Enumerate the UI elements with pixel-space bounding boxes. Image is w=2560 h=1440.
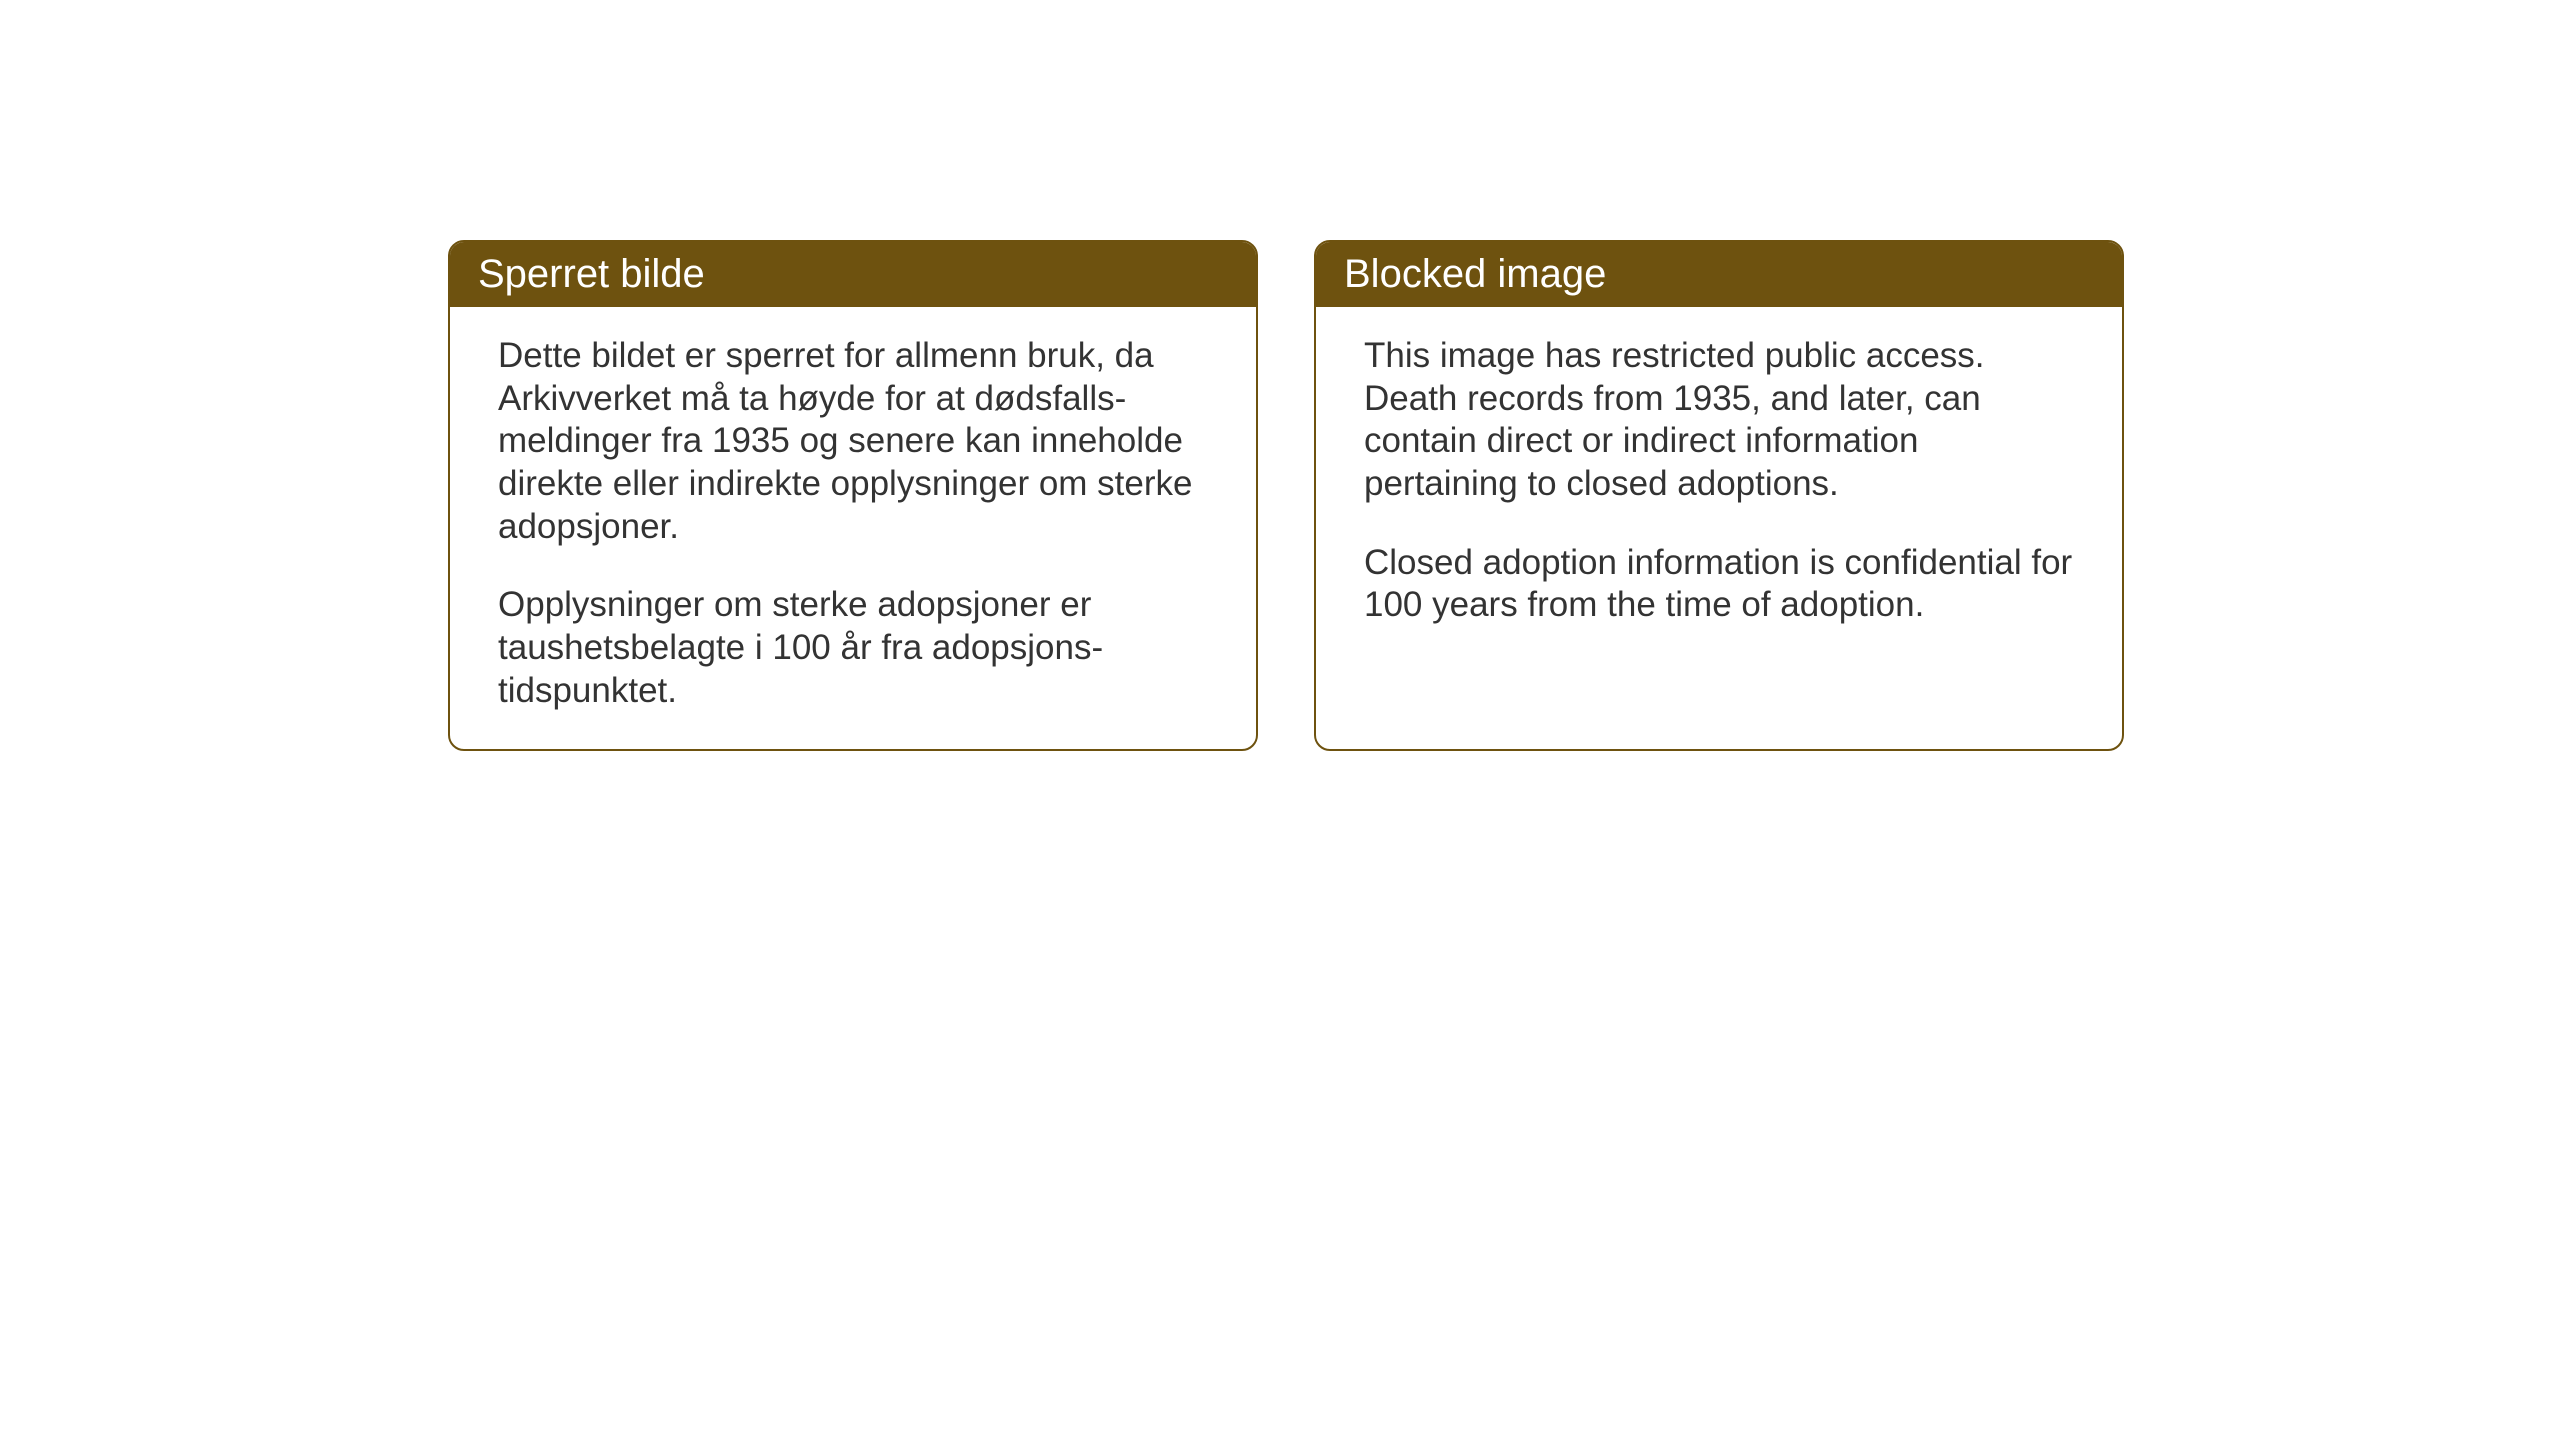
card-body-english: This image has restricted public access.… bbox=[1316, 307, 2122, 663]
card-paragraph-english-1: This image has restricted public access.… bbox=[1364, 335, 2074, 506]
notice-container: Sperret bilde Dette bildet er sperret fo… bbox=[448, 240, 2124, 751]
card-paragraph-english-2: Closed adoption information is confident… bbox=[1364, 542, 2074, 627]
card-paragraph-norwegian-2: Opplysninger om sterke adopsjoner er tau… bbox=[498, 584, 1208, 712]
card-title-english: Blocked image bbox=[1344, 252, 1606, 296]
card-body-norwegian: Dette bildet er sperret for allmenn bruk… bbox=[450, 307, 1256, 749]
notice-card-norwegian: Sperret bilde Dette bildet er sperret fo… bbox=[448, 240, 1258, 751]
card-paragraph-norwegian-1: Dette bildet er sperret for allmenn bruk… bbox=[498, 335, 1208, 548]
card-title-norwegian: Sperret bilde bbox=[478, 252, 705, 296]
card-header-norwegian: Sperret bilde bbox=[450, 242, 1256, 307]
card-header-english: Blocked image bbox=[1316, 242, 2122, 307]
notice-card-english: Blocked image This image has restricted … bbox=[1314, 240, 2124, 751]
